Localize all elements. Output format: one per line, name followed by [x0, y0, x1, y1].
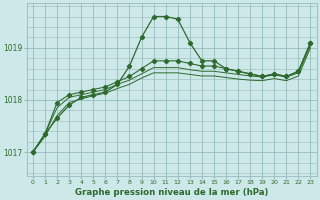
- X-axis label: Graphe pression niveau de la mer (hPa): Graphe pression niveau de la mer (hPa): [75, 188, 268, 197]
